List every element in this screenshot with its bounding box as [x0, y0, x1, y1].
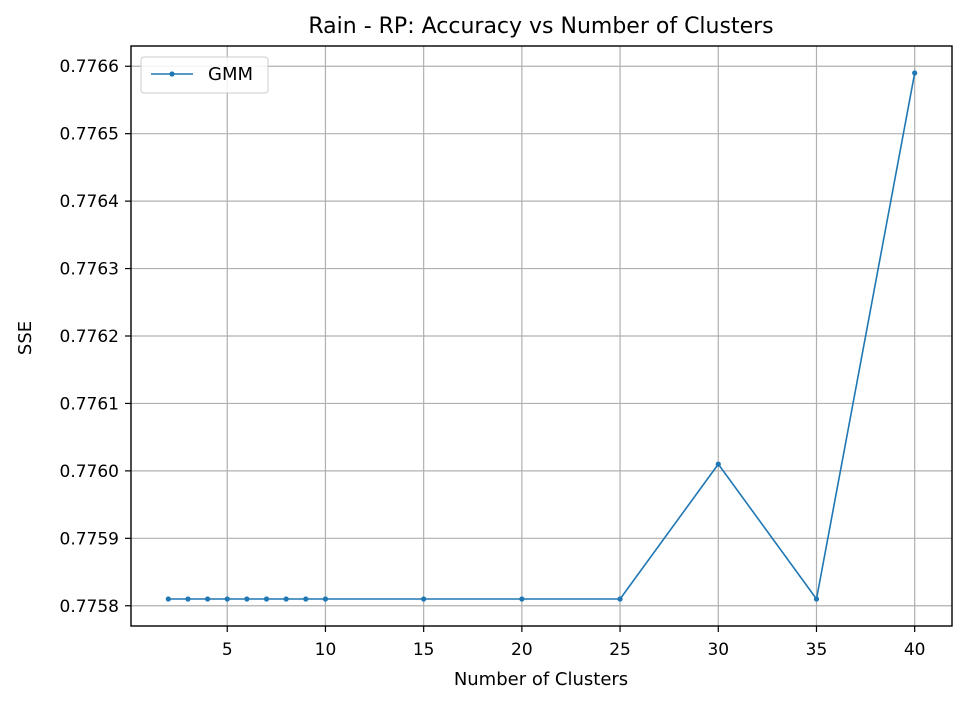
x-axis-label: Number of Clusters: [454, 669, 628, 690]
series-layer: [165, 70, 918, 602]
y-tick-label: 0.7766: [60, 57, 119, 77]
x-tick-label: 10: [315, 640, 337, 660]
data-point: [715, 461, 721, 467]
data-point: [519, 596, 525, 602]
y-tick-label: 0.7760: [60, 462, 119, 482]
x-tick-label: 5: [222, 640, 233, 660]
data-point: [617, 596, 623, 602]
data-point: [185, 596, 191, 602]
y-axis-label: SSE: [15, 321, 36, 355]
x-tick-label: 30: [707, 640, 729, 660]
x-axis-ticks: 5 10 15 20 25 30 35 40: [222, 626, 926, 660]
legend: GMM: [140, 56, 269, 94]
y-tick-label: 0.7763: [60, 260, 119, 280]
data-point: [165, 596, 171, 602]
x-tick-label: 20: [511, 640, 533, 660]
legend-marker-gmm: [169, 71, 175, 77]
data-point: [303, 596, 309, 602]
y-tick-label: 0.7761: [60, 394, 119, 414]
data-point: [912, 70, 918, 76]
x-tick-label: 25: [609, 640, 631, 660]
data-point: [421, 596, 427, 602]
y-tick-label: 0.7758: [60, 597, 119, 617]
y-axis-ticks: 0.7758 0.7759 0.7760 0.7761 0.7762 0.7763 0.77…: [60, 57, 131, 617]
y-tick-label: 0.7764: [60, 192, 119, 212]
y-tick-label: 0.7759: [60, 529, 119, 549]
x-tick-label: 40: [904, 640, 926, 660]
x-tick-label: 35: [806, 640, 828, 660]
data-point: [263, 596, 270, 602]
data-point: [322, 596, 329, 602]
data-point: [813, 596, 820, 602]
data-point: [205, 596, 211, 602]
y-tick-label: 0.7762: [60, 327, 119, 347]
grid: [131, 46, 952, 626]
chart-title: Rain - RP: Accuracy vs Number of Cluster…: [308, 14, 773, 39]
data-point: [283, 596, 289, 602]
y-tick-label: 0.7765: [60, 125, 119, 145]
x-tick-label: 15: [413, 640, 435, 660]
data-point: [244, 596, 250, 602]
legend-label-gmm: GMM: [208, 64, 253, 85]
legend-box: [140, 56, 269, 94]
data-point: [224, 596, 230, 602]
